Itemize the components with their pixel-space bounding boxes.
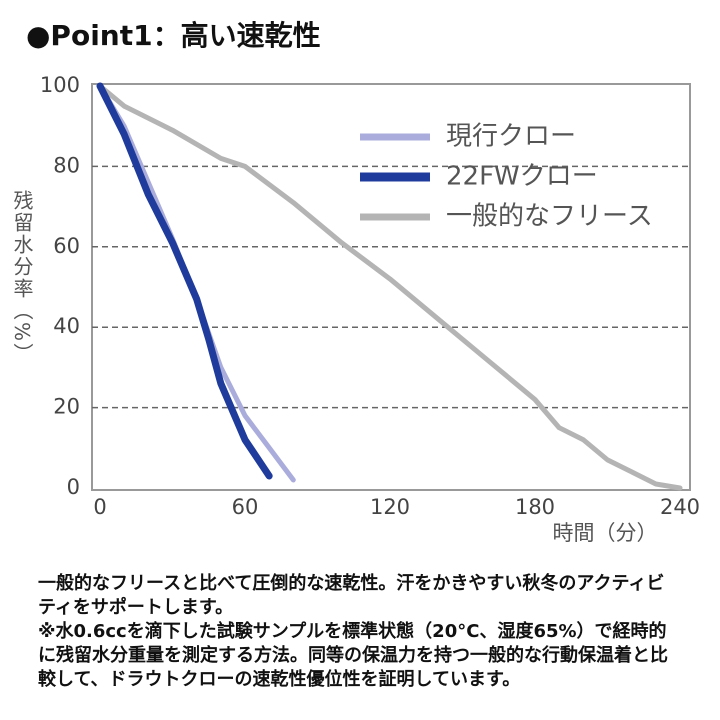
series-line bbox=[96, 82, 273, 480]
legend-label: 22FWクロー bbox=[446, 162, 598, 192]
page-title: ●Point1：高い速乾性 bbox=[26, 19, 321, 52]
description-text: ※水0.6ccを滴下した試験サンプルを標準状態（20°C、湿度65%）で経時的に… bbox=[38, 621, 668, 690]
x-tick-label: 180 bbox=[515, 495, 555, 519]
x-tick-label: 60 bbox=[232, 495, 259, 519]
chart: 時間（分） 0 20 40 60 80 100 0 60 120 180 240 現行クロー 22FWク… bbox=[40, 73, 700, 545]
y-axis-label: 残留水分率（%） bbox=[10, 190, 34, 366]
legend-label: 現行クロー bbox=[446, 122, 576, 152]
y-tick-label: 60 bbox=[53, 234, 80, 258]
y-tick-label: 20 bbox=[53, 395, 80, 419]
description: 一般的なフリースと比べて圧倒的な速乾性。汗をかきやすい秋冬のアクティビティをサポ… bbox=[38, 572, 674, 692]
series-line bbox=[97, 83, 683, 491]
x-tick-label: 0 bbox=[93, 495, 106, 519]
x-tick-label: 240 bbox=[660, 495, 700, 519]
y-tick-label: 0 bbox=[67, 475, 80, 499]
x-tick-label: 120 bbox=[370, 495, 410, 519]
legend-label: 一般的なフリース bbox=[446, 202, 653, 232]
x-axis-label: 時間（分） bbox=[553, 521, 658, 545]
description-text: 一般的なフリースと比べて圧倒的な速乾性。汗をかきやすい秋冬のアクティビティをサポ… bbox=[38, 573, 665, 618]
plot-frame bbox=[91, 83, 691, 491]
y-tick-label: 100 bbox=[40, 73, 80, 97]
y-tick-label: 40 bbox=[53, 314, 80, 338]
y-tick-label: 80 bbox=[53, 153, 80, 177]
